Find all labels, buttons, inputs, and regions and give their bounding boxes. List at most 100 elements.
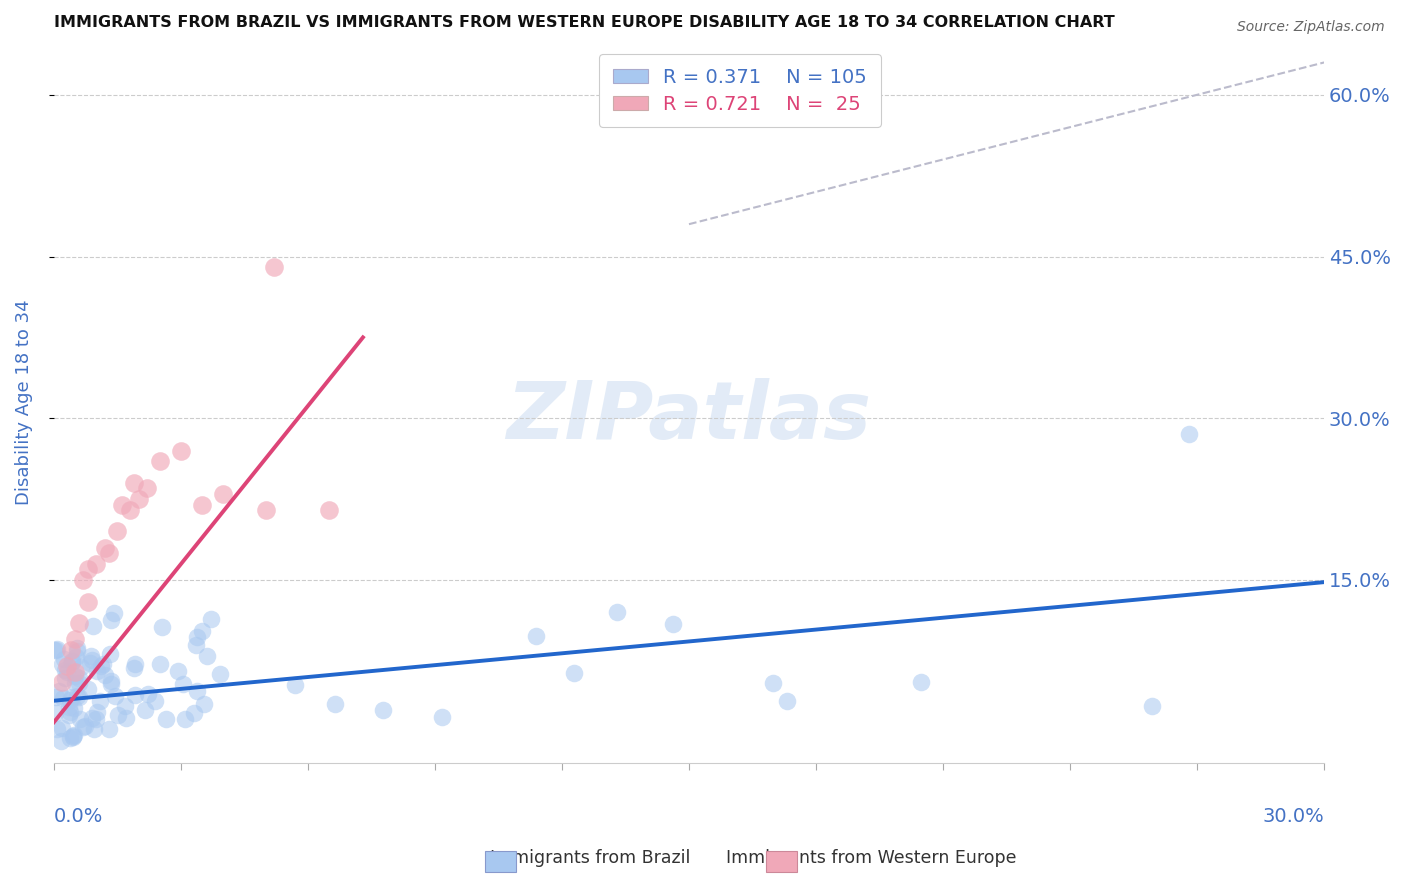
Point [100,613,122,627]
Point [183,706,205,721]
Point [84,557,107,571]
Point [90,659,112,673]
Point [62,730,84,744]
Point [170,443,193,458]
Point [122,661,145,675]
Point [606,605,628,619]
Point [77,682,100,697]
Point [149,454,172,468]
Point [63,665,86,679]
Point [100,674,122,689]
Point [42,643,65,657]
Point [49,734,72,748]
Point [1177,427,1199,442]
Point [124,688,146,702]
Point [323,698,346,712]
Point [184,638,207,652]
Point [73,719,96,733]
Point [97,546,120,560]
Point [55,659,77,673]
Point [55,665,77,679]
Point [524,629,547,643]
Point [51,722,73,736]
Point [63,728,86,742]
Point [59,643,82,657]
Point [72,721,94,735]
Point [103,606,125,620]
Point [124,657,146,672]
Point [59,705,82,719]
Point [136,481,159,495]
Point [186,684,208,698]
Point [44,706,66,720]
Point [284,678,307,692]
Point [104,689,127,703]
Point [191,498,214,512]
Point [80,648,103,663]
Point [69,659,91,673]
Point [89,694,111,708]
Point [98,648,121,662]
Point [82,711,104,725]
Point [48,684,70,698]
Point [53,663,76,677]
Point [910,675,932,690]
Point [124,475,146,490]
Text: Immigrants from Brazil: Immigrants from Brazil [491,849,690,867]
Point [62,690,84,704]
Text: Immigrants from Western Europe: Immigrants from Western Europe [727,849,1017,867]
Point [63,632,86,647]
Point [53,671,76,685]
Point [200,612,222,626]
Point [67,671,90,685]
Point [562,665,585,680]
Point [60,655,83,669]
Point [84,712,107,726]
Point [62,729,84,743]
Point [63,669,86,683]
Point [208,667,231,681]
Point [195,649,218,664]
Point [93,541,115,555]
Point [318,503,340,517]
Point [263,260,285,275]
Text: 30.0%: 30.0% [1263,806,1324,826]
Point [775,694,797,708]
Point [46,723,69,737]
Point [191,624,214,638]
Point [98,722,121,736]
Point [166,664,188,678]
Point [58,693,80,707]
Point [76,562,98,576]
Point [45,690,67,704]
Point [193,697,215,711]
Text: Source: ZipAtlas.com: Source: ZipAtlas.com [1237,20,1385,34]
Point [136,687,159,701]
Point [86,664,108,678]
Point [661,616,683,631]
Point [72,573,94,587]
Point [107,708,129,723]
Point [82,619,104,633]
Point [52,691,75,706]
Point [66,689,89,703]
Point [59,731,82,745]
Point [94,668,117,682]
Point [172,677,194,691]
Point [134,703,156,717]
Point [105,524,128,539]
Point [254,503,277,517]
Point [51,675,73,690]
Point [79,656,101,670]
Point [762,676,785,690]
Legend: R = 0.371    N = 105, R = 0.721    N =  25: R = 0.371 N = 105, R = 0.721 N = 25 [599,54,880,128]
Point [110,498,132,512]
Point [66,643,89,657]
Point [69,712,91,726]
Point [118,503,141,517]
Point [86,705,108,719]
Point [67,616,90,631]
Text: ZIPatlas: ZIPatlas [506,377,872,456]
Y-axis label: Disability Age 18 to 34: Disability Age 18 to 34 [15,300,32,505]
Point [65,649,87,664]
